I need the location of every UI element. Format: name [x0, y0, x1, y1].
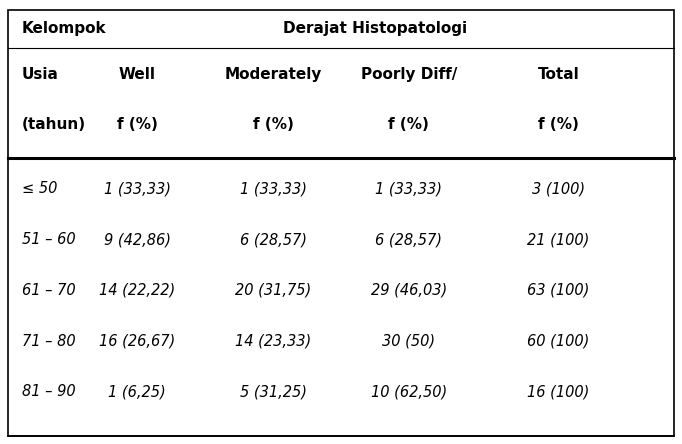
Text: 6 (28,57): 6 (28,57) — [239, 232, 307, 247]
Text: 63 (100): 63 (100) — [527, 283, 589, 298]
Text: 14 (23,33): 14 (23,33) — [235, 333, 311, 349]
Text: 3 (100): 3 (100) — [532, 182, 585, 196]
Text: 1 (33,33): 1 (33,33) — [375, 182, 443, 196]
Text: 29 (46,03): 29 (46,03) — [371, 283, 447, 298]
Text: 81 – 90: 81 – 90 — [22, 385, 76, 399]
Text: 16 (100): 16 (100) — [527, 385, 589, 399]
Text: Moderately: Moderately — [224, 67, 322, 82]
Text: Kelompok: Kelompok — [22, 21, 106, 36]
Text: 1 (6,25): 1 (6,25) — [108, 385, 166, 399]
Text: 71 – 80: 71 – 80 — [22, 333, 76, 349]
Text: f (%): f (%) — [389, 117, 430, 132]
Text: 21 (100): 21 (100) — [527, 232, 589, 247]
Text: 5 (31,25): 5 (31,25) — [239, 385, 307, 399]
Text: Poorly Diff/: Poorly Diff/ — [361, 67, 457, 82]
Text: 1 (33,33): 1 (33,33) — [239, 182, 307, 196]
Text: 1 (33,33): 1 (33,33) — [104, 182, 170, 196]
Text: Usia: Usia — [22, 67, 59, 82]
Text: 20 (31,75): 20 (31,75) — [235, 283, 311, 298]
Text: ≤ 50: ≤ 50 — [22, 182, 57, 196]
Text: 6 (28,57): 6 (28,57) — [375, 232, 443, 247]
Text: Total: Total — [537, 67, 579, 82]
Text: 51 – 60: 51 – 60 — [22, 232, 76, 247]
Text: 10 (62,50): 10 (62,50) — [371, 385, 447, 399]
Text: Derajat Histopatologi: Derajat Histopatologi — [283, 21, 467, 36]
Text: f (%): f (%) — [117, 117, 158, 132]
Text: 61 – 70: 61 – 70 — [22, 283, 76, 298]
Text: 30 (50): 30 (50) — [383, 333, 436, 349]
Text: f (%): f (%) — [252, 117, 293, 132]
Text: f (%): f (%) — [538, 117, 579, 132]
Text: 9 (42,86): 9 (42,86) — [104, 232, 170, 247]
Text: 60 (100): 60 (100) — [527, 333, 589, 349]
Text: 16 (26,67): 16 (26,67) — [99, 333, 175, 349]
Text: 14 (22,22): 14 (22,22) — [99, 283, 175, 298]
Text: Well: Well — [119, 67, 155, 82]
Text: (tahun): (tahun) — [22, 117, 86, 132]
